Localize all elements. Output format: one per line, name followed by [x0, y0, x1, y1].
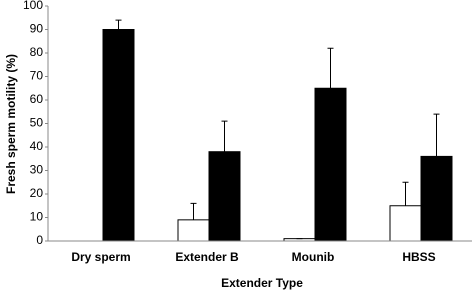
bar	[314, 87, 347, 242]
bar	[177, 219, 210, 242]
error-bar	[402, 181, 409, 206]
error-bar	[221, 120, 228, 152]
error-bar	[327, 47, 334, 89]
x-tick-label: Dry sperm	[71, 250, 130, 264]
y-tick-label: 20	[30, 186, 44, 200]
bar	[420, 155, 453, 242]
x-tick-label: Mounib	[292, 250, 335, 264]
y-tick-label: 80	[30, 45, 44, 59]
y-tick-label: 60	[30, 92, 44, 106]
x-axis-title: Extender Type	[221, 276, 303, 290]
y-tick-label: 50	[30, 116, 44, 130]
y-tick-label: 90	[30, 22, 44, 36]
y-tick-label: 0	[36, 233, 43, 247]
error-bar	[433, 113, 440, 157]
x-tick-label: HBSS	[402, 250, 435, 264]
y-tick-label: 70	[30, 69, 44, 83]
y-tick-label: 30	[30, 163, 44, 177]
y-axis-title: Fresh sperm motility (%)	[4, 54, 18, 194]
y-tick-label: 10	[30, 210, 44, 224]
error-bar	[190, 202, 197, 220]
bar	[389, 205, 422, 242]
y-tick-label: 100	[23, 0, 43, 12]
y-tick-label: 40	[30, 139, 44, 153]
bar	[208, 151, 241, 242]
x-tick-label: Extender B	[175, 250, 239, 264]
bar	[102, 29, 135, 242]
error-bar	[115, 19, 122, 30]
